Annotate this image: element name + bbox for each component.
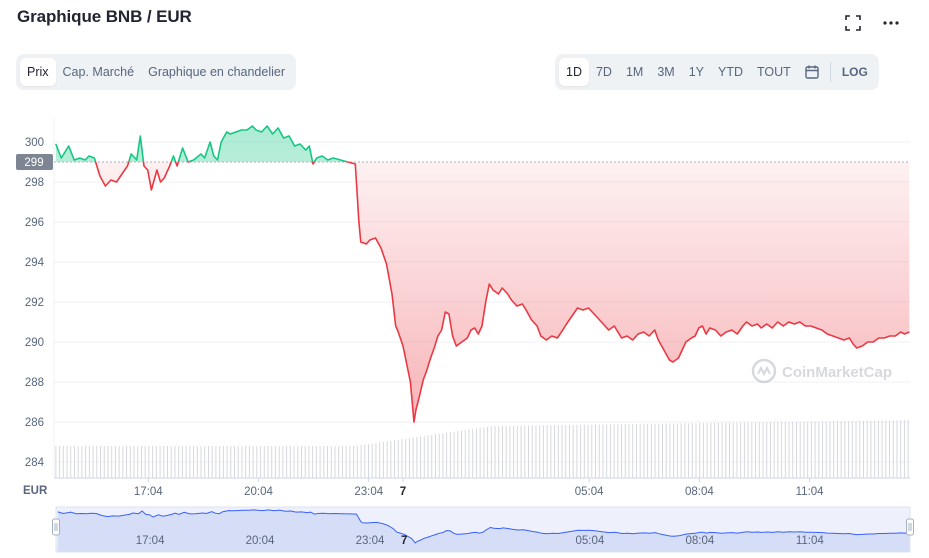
- range-tout[interactable]: TOUT: [757, 65, 791, 79]
- navigator-tick-label: 20:04: [246, 535, 275, 547]
- reference-price-badge: 299: [16, 154, 53, 170]
- x-tick-label: 05:04: [575, 486, 604, 498]
- navigator-line: [57, 509, 910, 544]
- y-tick-label: 284: [25, 457, 45, 469]
- tab-chandelier[interactable]: Graphique en chandelier: [148, 65, 285, 79]
- y-axis: 284 286 288 290 292 294 296 298 300: [25, 137, 45, 469]
- x-tick-label: 7: [400, 486, 406, 498]
- calendar-icon: [805, 65, 819, 79]
- x-tick-label: 23:04: [354, 486, 383, 498]
- y-tick-label: 294: [25, 257, 45, 269]
- navigator-handle-left[interactable]: [52, 518, 60, 536]
- range-navigator[interactable]: 17:04 20:04 23:04 7 05:04 08:04 11:04: [52, 506, 914, 553]
- log-toggle[interactable]: LOG: [841, 65, 868, 79]
- more-dots-icon: [883, 21, 899, 25]
- x-tick-label: 20:04: [244, 486, 273, 498]
- y-unit-label: EUR: [23, 485, 48, 497]
- area-above-reference: [55, 126, 910, 162]
- y-tick-label: 290: [25, 337, 44, 349]
- range-1y[interactable]: 1Y: [688, 65, 705, 79]
- range-selector: 1D 7D 1M 3M 1Y YTD TOUT LOG: [555, 54, 879, 90]
- divider: [829, 62, 831, 82]
- price-area: [55, 126, 910, 422]
- navigator-tick-label: 11:04: [796, 535, 825, 547]
- area-below-reference: [55, 162, 910, 422]
- more-options-button[interactable]: [880, 12, 902, 34]
- navigator-tick-label: 08:04: [685, 535, 714, 547]
- range-1d[interactable]: 1D: [559, 58, 589, 86]
- watermark-text: CoinMarketCap: [782, 364, 892, 381]
- navigator-tick-label: 05:04: [576, 535, 605, 547]
- calendar-button[interactable]: [798, 58, 826, 86]
- navigator-tick-label: 23:04: [356, 535, 385, 547]
- reference-price-label: 299: [24, 157, 43, 169]
- x-tick-label: 11:04: [796, 486, 825, 498]
- x-tick-label: 08:04: [685, 486, 714, 498]
- fullscreen-button[interactable]: [842, 12, 864, 34]
- range-1m[interactable]: 1M: [625, 65, 644, 79]
- x-axis: 17:04 20:04 23:04 7 05:04 08:04 11:04: [134, 478, 824, 498]
- fullscreen-icon: [845, 15, 861, 31]
- page-title: Graphique BNB / EUR: [17, 7, 192, 26]
- y-tick-label: 292: [25, 297, 44, 309]
- price-line: [55, 125, 910, 423]
- range-3m[interactable]: 3M: [657, 65, 675, 79]
- coinmarketcap-logo-icon: [751, 358, 777, 384]
- price-line-up: [55, 125, 351, 162]
- y-tick-label: 296: [25, 217, 44, 229]
- navigator-tick-label: 17:04: [136, 535, 165, 547]
- navigator-area: [57, 509, 910, 552]
- y-tick-label: 288: [25, 377, 44, 389]
- y-tick-label: 298: [25, 177, 44, 189]
- y-tick-label: 300: [25, 137, 44, 149]
- price-line-down: [94, 162, 910, 423]
- range-ytd[interactable]: YTD: [718, 65, 744, 79]
- tab-cap-marche[interactable]: Cap. Marché: [62, 65, 135, 79]
- range-7d[interactable]: 7D: [595, 65, 612, 79]
- navigator-handle-right[interactable]: [906, 518, 914, 536]
- tab-prix[interactable]: Prix: [20, 58, 56, 86]
- volume-bars: [55, 420, 909, 478]
- navigator-tick-label: 7: [401, 535, 407, 547]
- chart-type-tabs: Prix Cap. Marché Graphique en chandelier: [16, 54, 296, 90]
- x-tick-label: 17:04: [134, 486, 163, 498]
- watermark: CoinMarketCap: [751, 358, 892, 384]
- y-tick-label: 286: [25, 417, 44, 429]
